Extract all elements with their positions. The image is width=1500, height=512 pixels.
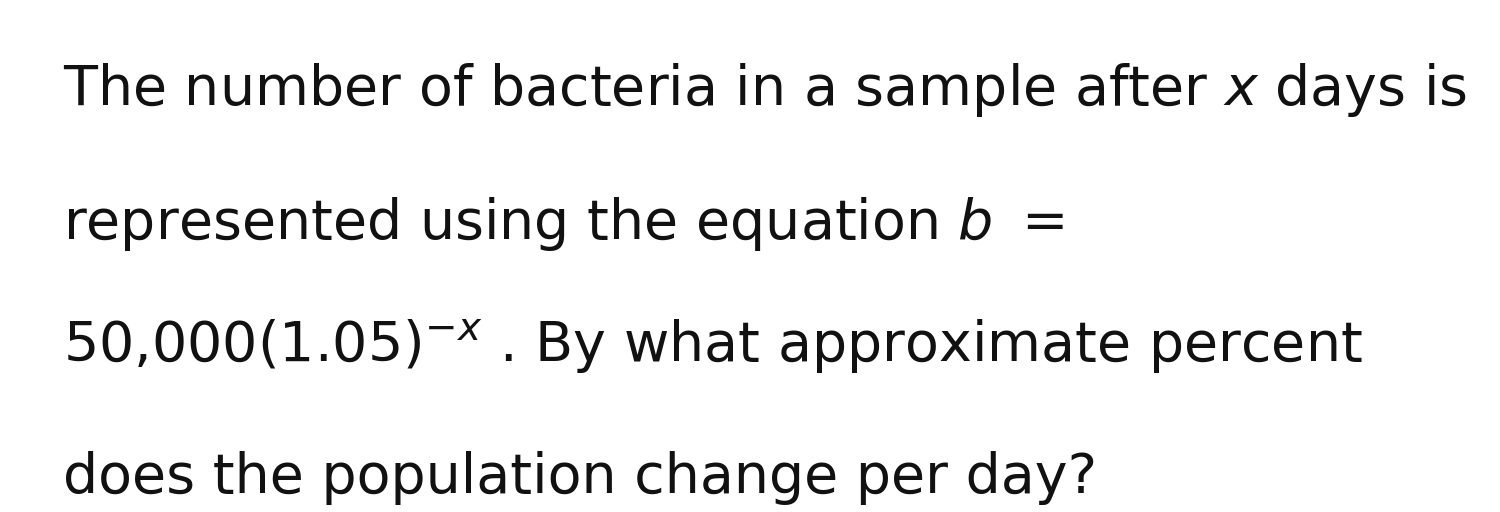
Text: The number of bacteria in a sample after $\it{x}$ days is: The number of bacteria in a sample after… [63,61,1467,119]
Text: does the population change per day?: does the population change per day? [63,451,1096,504]
Text: represented using the equation $\it{b}$ $=$: represented using the equation $\it{b}$ … [63,195,1082,252]
Text: $50{,}000(1.05)^{-\it{x}}$ . By what approximate percent: $50{,}000(1.05)^{-\it{x}}$ . By what app… [63,317,1364,375]
